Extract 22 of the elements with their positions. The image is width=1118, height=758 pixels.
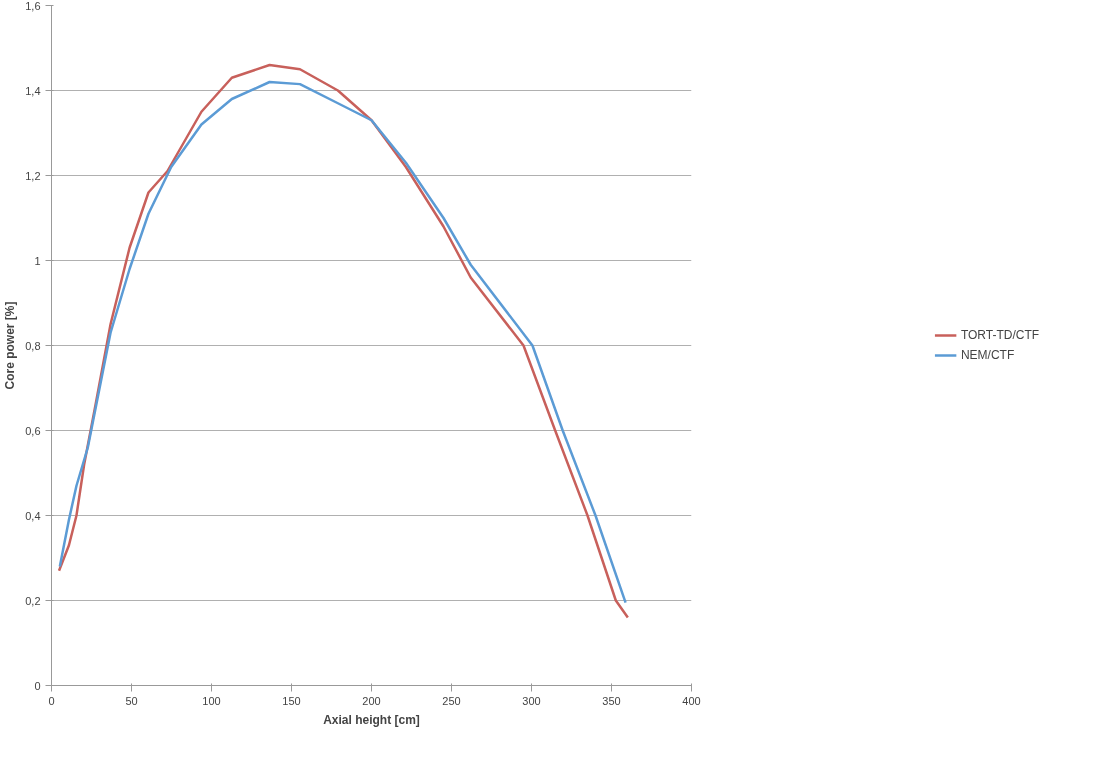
x-axis-title: Axial height [cm] <box>323 712 420 727</box>
y-tick-label: 1,6 <box>25 0 41 12</box>
x-tick-label: 50 <box>125 694 138 707</box>
y-tick-label: 1 <box>34 254 41 267</box>
x-tick-label: 250 <box>442 694 461 707</box>
x-tick-label: 150 <box>282 694 301 707</box>
y-tick-label: 0 <box>34 679 41 692</box>
legend-label: NEM/CTF <box>960 348 1015 362</box>
y-tick-label: 1,4 <box>25 84 41 97</box>
y-tick-label: 0,6 <box>25 424 41 437</box>
y-tick-label: 0,2 <box>25 594 41 607</box>
y-tick-label: 0,8 <box>25 339 41 352</box>
y-tick-label: 0,4 <box>25 509 41 522</box>
x-tick-label: 0 <box>48 694 55 707</box>
x-tick-label: 100 <box>202 694 221 707</box>
legend-label: TORT-TD/CTF <box>960 328 1040 342</box>
y-axis-title: Core power [%] <box>3 301 18 390</box>
x-tick-label: 300 <box>522 694 541 707</box>
x-tick-label: 350 <box>602 694 621 707</box>
x-tick-label: 400 <box>682 694 701 707</box>
y-tick-label: 1,2 <box>25 169 41 182</box>
x-tick-label: 200 <box>362 694 381 707</box>
